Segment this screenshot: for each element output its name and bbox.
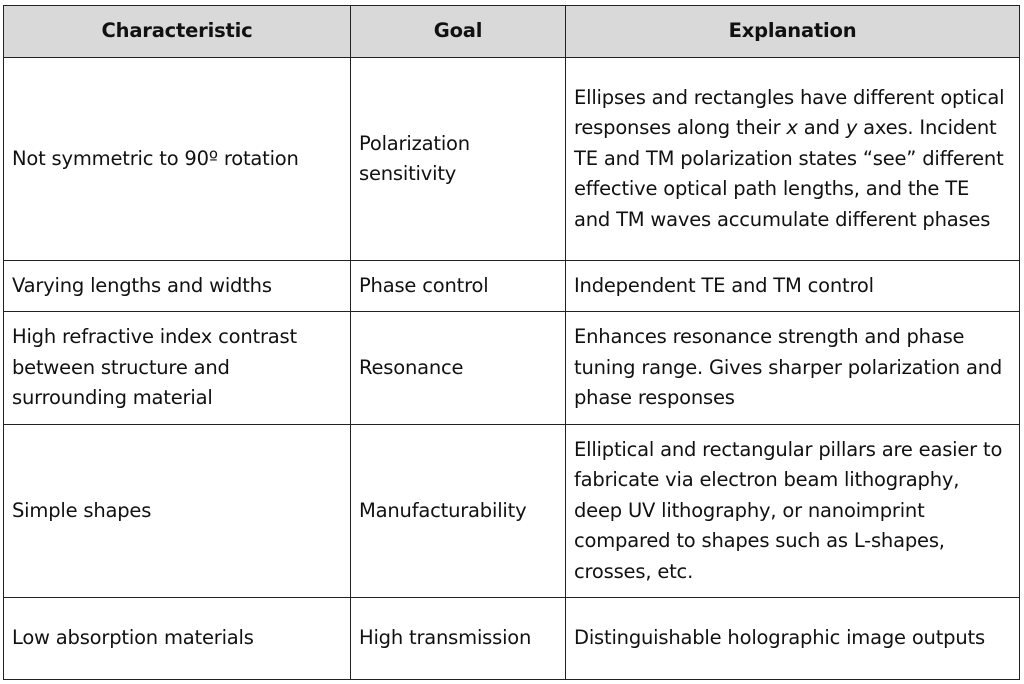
y-axis-symbol: y [845, 116, 858, 140]
table-row: Low absorption materials High transmissi… [3, 597, 1020, 680]
goal-cell: Resonance [350, 311, 566, 425]
explanation-cell: Distinguishable holographic image output… [565, 597, 1020, 680]
header-characteristic: Characteristic [3, 5, 351, 58]
characteristic-cell: Varying lengths and widths [3, 260, 351, 312]
header-row: Characteristic Goal Explanation [3, 5, 1020, 58]
explanation-text-part: Ellipses and rectangles have different o… [574, 85, 1005, 140]
x-axis-symbol: x [786, 116, 798, 140]
characteristic-cell: Low absorption materials [3, 597, 351, 680]
table-row: Simple shapes Manufacturability Elliptic… [3, 424, 1020, 598]
characteristic-cell: Simple shapes [3, 424, 351, 598]
explanation-cell: Elliptical and rectangular pillars are e… [565, 424, 1020, 598]
characteristics-table: Characteristic Goal Explanation Not symm… [3, 5, 1020, 680]
table-row: Varying lengths and widths Phase control… [3, 260, 1020, 312]
explanation-cell: Ellipses and rectangles have different o… [565, 57, 1020, 261]
goal-cell: Polarization sensitivity [350, 57, 566, 261]
goal-cell: High transmission [350, 597, 566, 680]
goal-cell: Phase control [350, 260, 566, 312]
table-row: High refractive index contrast between s… [3, 311, 1020, 425]
explanation-cell: Independent TE and TM control [565, 260, 1020, 312]
explanation-text-part: axes. Incident TE and TM polarization st… [574, 116, 1004, 231]
table-header: Characteristic Goal Explanation [3, 5, 1020, 58]
characteristic-cell: High refractive index contrast between s… [3, 311, 351, 425]
header-goal: Goal [350, 5, 566, 58]
characteristic-cell: Not symmetric to 90º rotation [3, 57, 351, 261]
explanation-cell: Enhances resonance strength and phase tu… [565, 311, 1020, 425]
goal-cell: Manufacturability [350, 424, 566, 598]
table-row: Not symmetric to 90º rotation Polarizati… [3, 57, 1020, 261]
header-explanation: Explanation [565, 5, 1020, 58]
table-body: Not symmetric to 90º rotation Polarizati… [3, 57, 1020, 680]
explanation-text-part: and [797, 116, 846, 140]
